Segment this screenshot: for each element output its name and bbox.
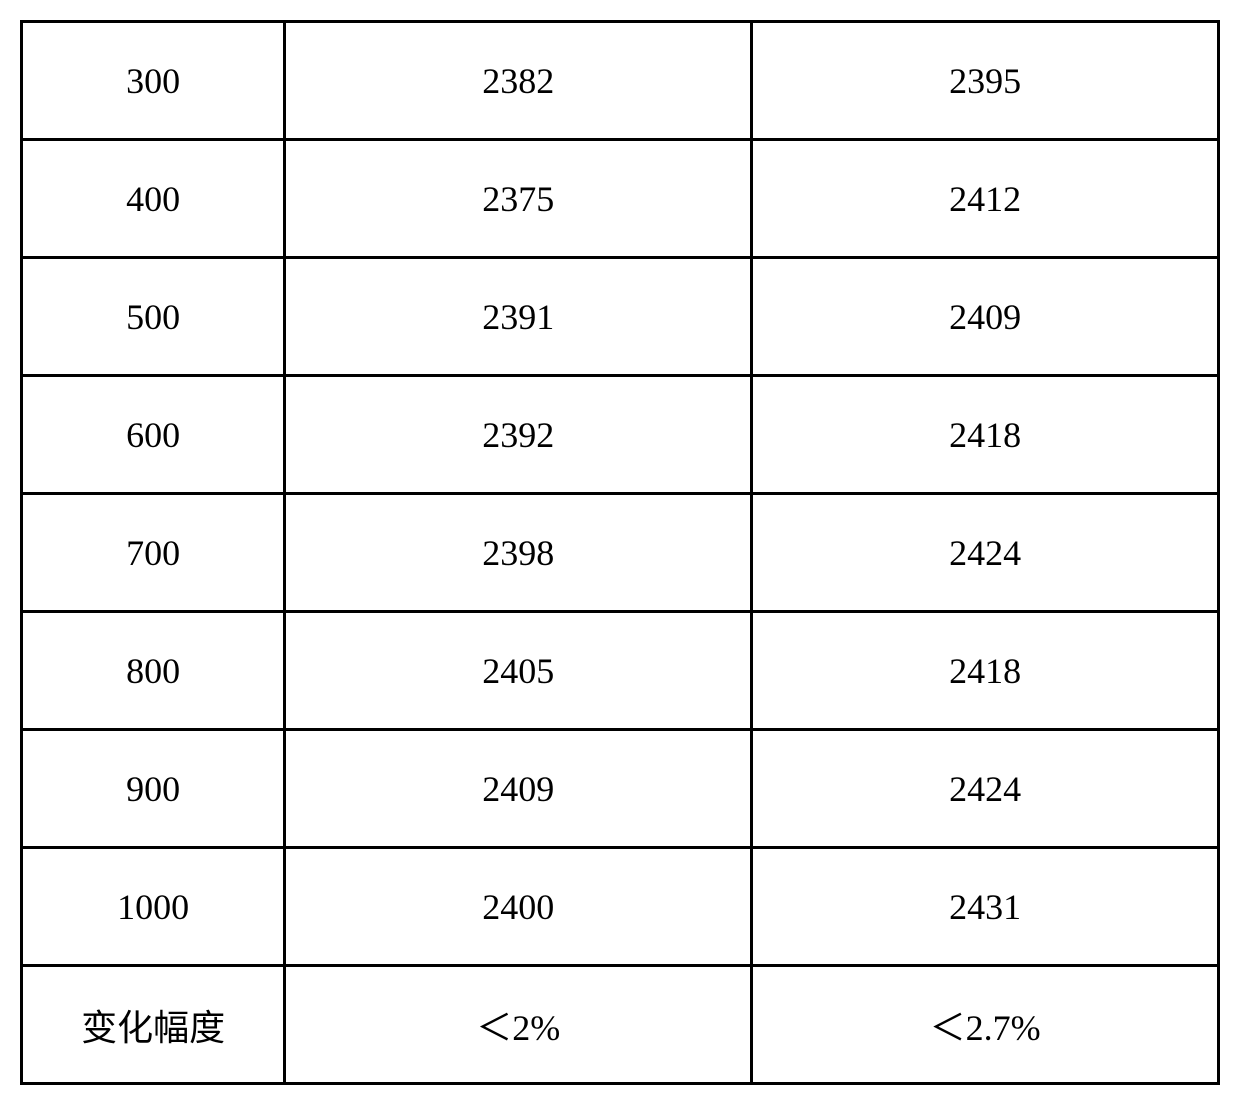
table-cell: 2418 [752, 612, 1219, 730]
table-cell: 2418 [752, 376, 1219, 494]
table-cell: ＜2% [285, 966, 752, 1084]
table-cell: 2382 [285, 22, 752, 140]
table-cell: 2424 [752, 730, 1219, 848]
table-cell: 2431 [752, 848, 1219, 966]
table-cell: 2400 [285, 848, 752, 966]
table-cell: 800 [22, 612, 285, 730]
table-cell: 700 [22, 494, 285, 612]
table-row: 600 2392 2418 [22, 376, 1219, 494]
table-cell: ＜2.7% [752, 966, 1219, 1084]
table-cell: 2412 [752, 140, 1219, 258]
table-row: 400 2375 2412 [22, 140, 1219, 258]
table-cell: 300 [22, 22, 285, 140]
table-cell: 2409 [285, 730, 752, 848]
table-cell: 变化幅度 [22, 966, 285, 1084]
table-cell: 500 [22, 258, 285, 376]
table-cell: 2424 [752, 494, 1219, 612]
table-cell: 400 [22, 140, 285, 258]
table-row: 800 2405 2418 [22, 612, 1219, 730]
table-cell: 1000 [22, 848, 285, 966]
table-cell: 2395 [752, 22, 1219, 140]
table-cell: 2392 [285, 376, 752, 494]
table-row: 500 2391 2409 [22, 258, 1219, 376]
table-cell: 2405 [285, 612, 752, 730]
table-cell: 2391 [285, 258, 752, 376]
table-row: 变化幅度 ＜2% ＜2.7% [22, 966, 1219, 1084]
table-cell: 600 [22, 376, 285, 494]
table-cell: 900 [22, 730, 285, 848]
table-cell: 2409 [752, 258, 1219, 376]
table-row: 1000 2400 2431 [22, 848, 1219, 966]
table-row: 700 2398 2424 [22, 494, 1219, 612]
table-row: 300 2382 2395 [22, 22, 1219, 140]
data-table-container: 300 2382 2395 400 2375 2412 500 2391 240… [20, 20, 1220, 1085]
table-cell: 2398 [285, 494, 752, 612]
table-cell: 2375 [285, 140, 752, 258]
table-row: 900 2409 2424 [22, 730, 1219, 848]
data-table: 300 2382 2395 400 2375 2412 500 2391 240… [20, 20, 1220, 1085]
